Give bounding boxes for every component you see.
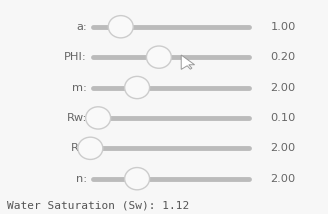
Ellipse shape — [86, 107, 111, 129]
Text: 2.00: 2.00 — [271, 174, 296, 184]
Text: 0.20: 0.20 — [271, 52, 296, 62]
Text: 0.10: 0.10 — [271, 113, 296, 123]
Text: m:: m: — [72, 83, 87, 92]
Ellipse shape — [146, 46, 171, 68]
Text: Water Saturation (Sw): 1.12: Water Saturation (Sw): 1.12 — [7, 201, 189, 210]
Text: PHI:: PHI: — [64, 52, 87, 62]
Ellipse shape — [78, 137, 103, 159]
Text: 2.00: 2.00 — [271, 143, 296, 153]
Text: Rt:: Rt: — [71, 143, 87, 153]
Text: a:: a: — [76, 22, 87, 32]
Polygon shape — [181, 55, 195, 69]
Ellipse shape — [108, 16, 133, 38]
Text: Rw:: Rw: — [67, 113, 87, 123]
Text: 2.00: 2.00 — [271, 83, 296, 92]
Text: n:: n: — [76, 174, 87, 184]
Ellipse shape — [125, 76, 150, 99]
Text: 1.00: 1.00 — [271, 22, 296, 32]
Ellipse shape — [125, 168, 150, 190]
